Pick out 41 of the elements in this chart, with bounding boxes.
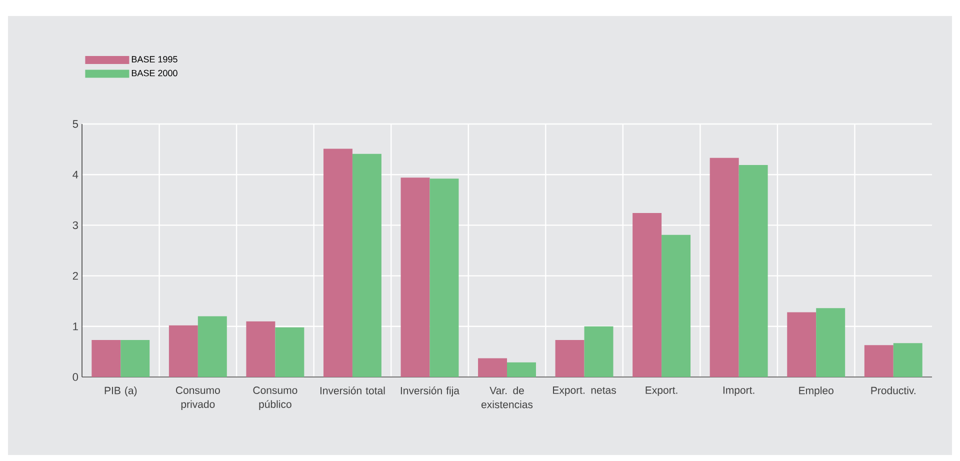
bar [584,326,614,377]
x-tick-label: PIB (a) [104,386,137,396]
bar [430,178,459,377]
y-tick-label: 1 [73,322,78,330]
x-tick-label: Import. [723,386,754,396]
x-tick-label: Consumo privado [176,386,220,410]
bar [168,325,198,377]
bar [632,213,662,377]
bar [400,178,430,377]
legend-label: BASE 1995 [132,56,178,62]
bar [710,158,739,377]
bar [738,164,768,377]
bar [323,148,352,377]
bar [120,340,150,377]
legend-label: BASE 2000 [132,70,178,76]
bar [198,316,227,377]
y-tick-label: 5 [72,120,78,128]
y-tick-label: 0 [72,373,78,381]
x-tick-label: Inversión fija [400,386,460,396]
y-tick-label: 2 [72,272,78,280]
bar [555,340,584,377]
bar [787,312,816,377]
x-tick-label: Export. netas [553,386,616,396]
bar [893,343,922,377]
bar [478,358,508,377]
x-tick-label: Var. de existencias [481,386,533,408]
y-tick-label: 3 [72,221,78,230]
x-tick-label: Productiv. [871,386,916,394]
y-tick-label: 4 [72,170,78,178]
bar [275,327,304,377]
bar [816,308,846,377]
bar [864,345,894,377]
x-tick-label: Inversión total [320,386,385,394]
bar [92,340,121,377]
bar [352,154,382,377]
bar [507,362,536,377]
bar [246,321,276,377]
x-tick-label: Export. [646,386,678,396]
x-tick-label: Empleo [799,386,834,396]
bar [662,234,691,377]
x-tick-label: Consumo público [253,386,298,410]
